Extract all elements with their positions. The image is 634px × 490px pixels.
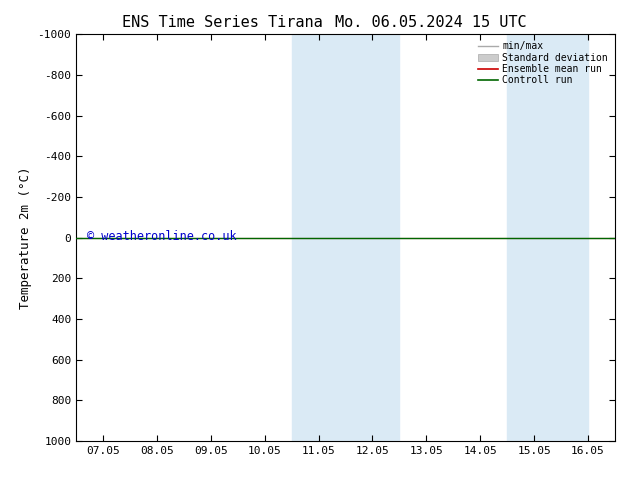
Text: © weatheronline.co.uk: © weatheronline.co.uk [87,230,236,244]
Bar [292,34,399,441]
Legend: min/max, Standard deviation, Ensemble mean run, Controll run: min/max, Standard deviation, Ensemble me… [476,39,610,87]
Text: Mo. 06.05.2024 15 UTC: Mo. 06.05.2024 15 UTC [335,15,527,30]
Bar [507,34,588,441]
Text: ENS Time Series Tirana: ENS Time Series Tirana [122,15,322,30]
Y-axis label: Temperature 2m (°C): Temperature 2m (°C) [19,167,32,309]
